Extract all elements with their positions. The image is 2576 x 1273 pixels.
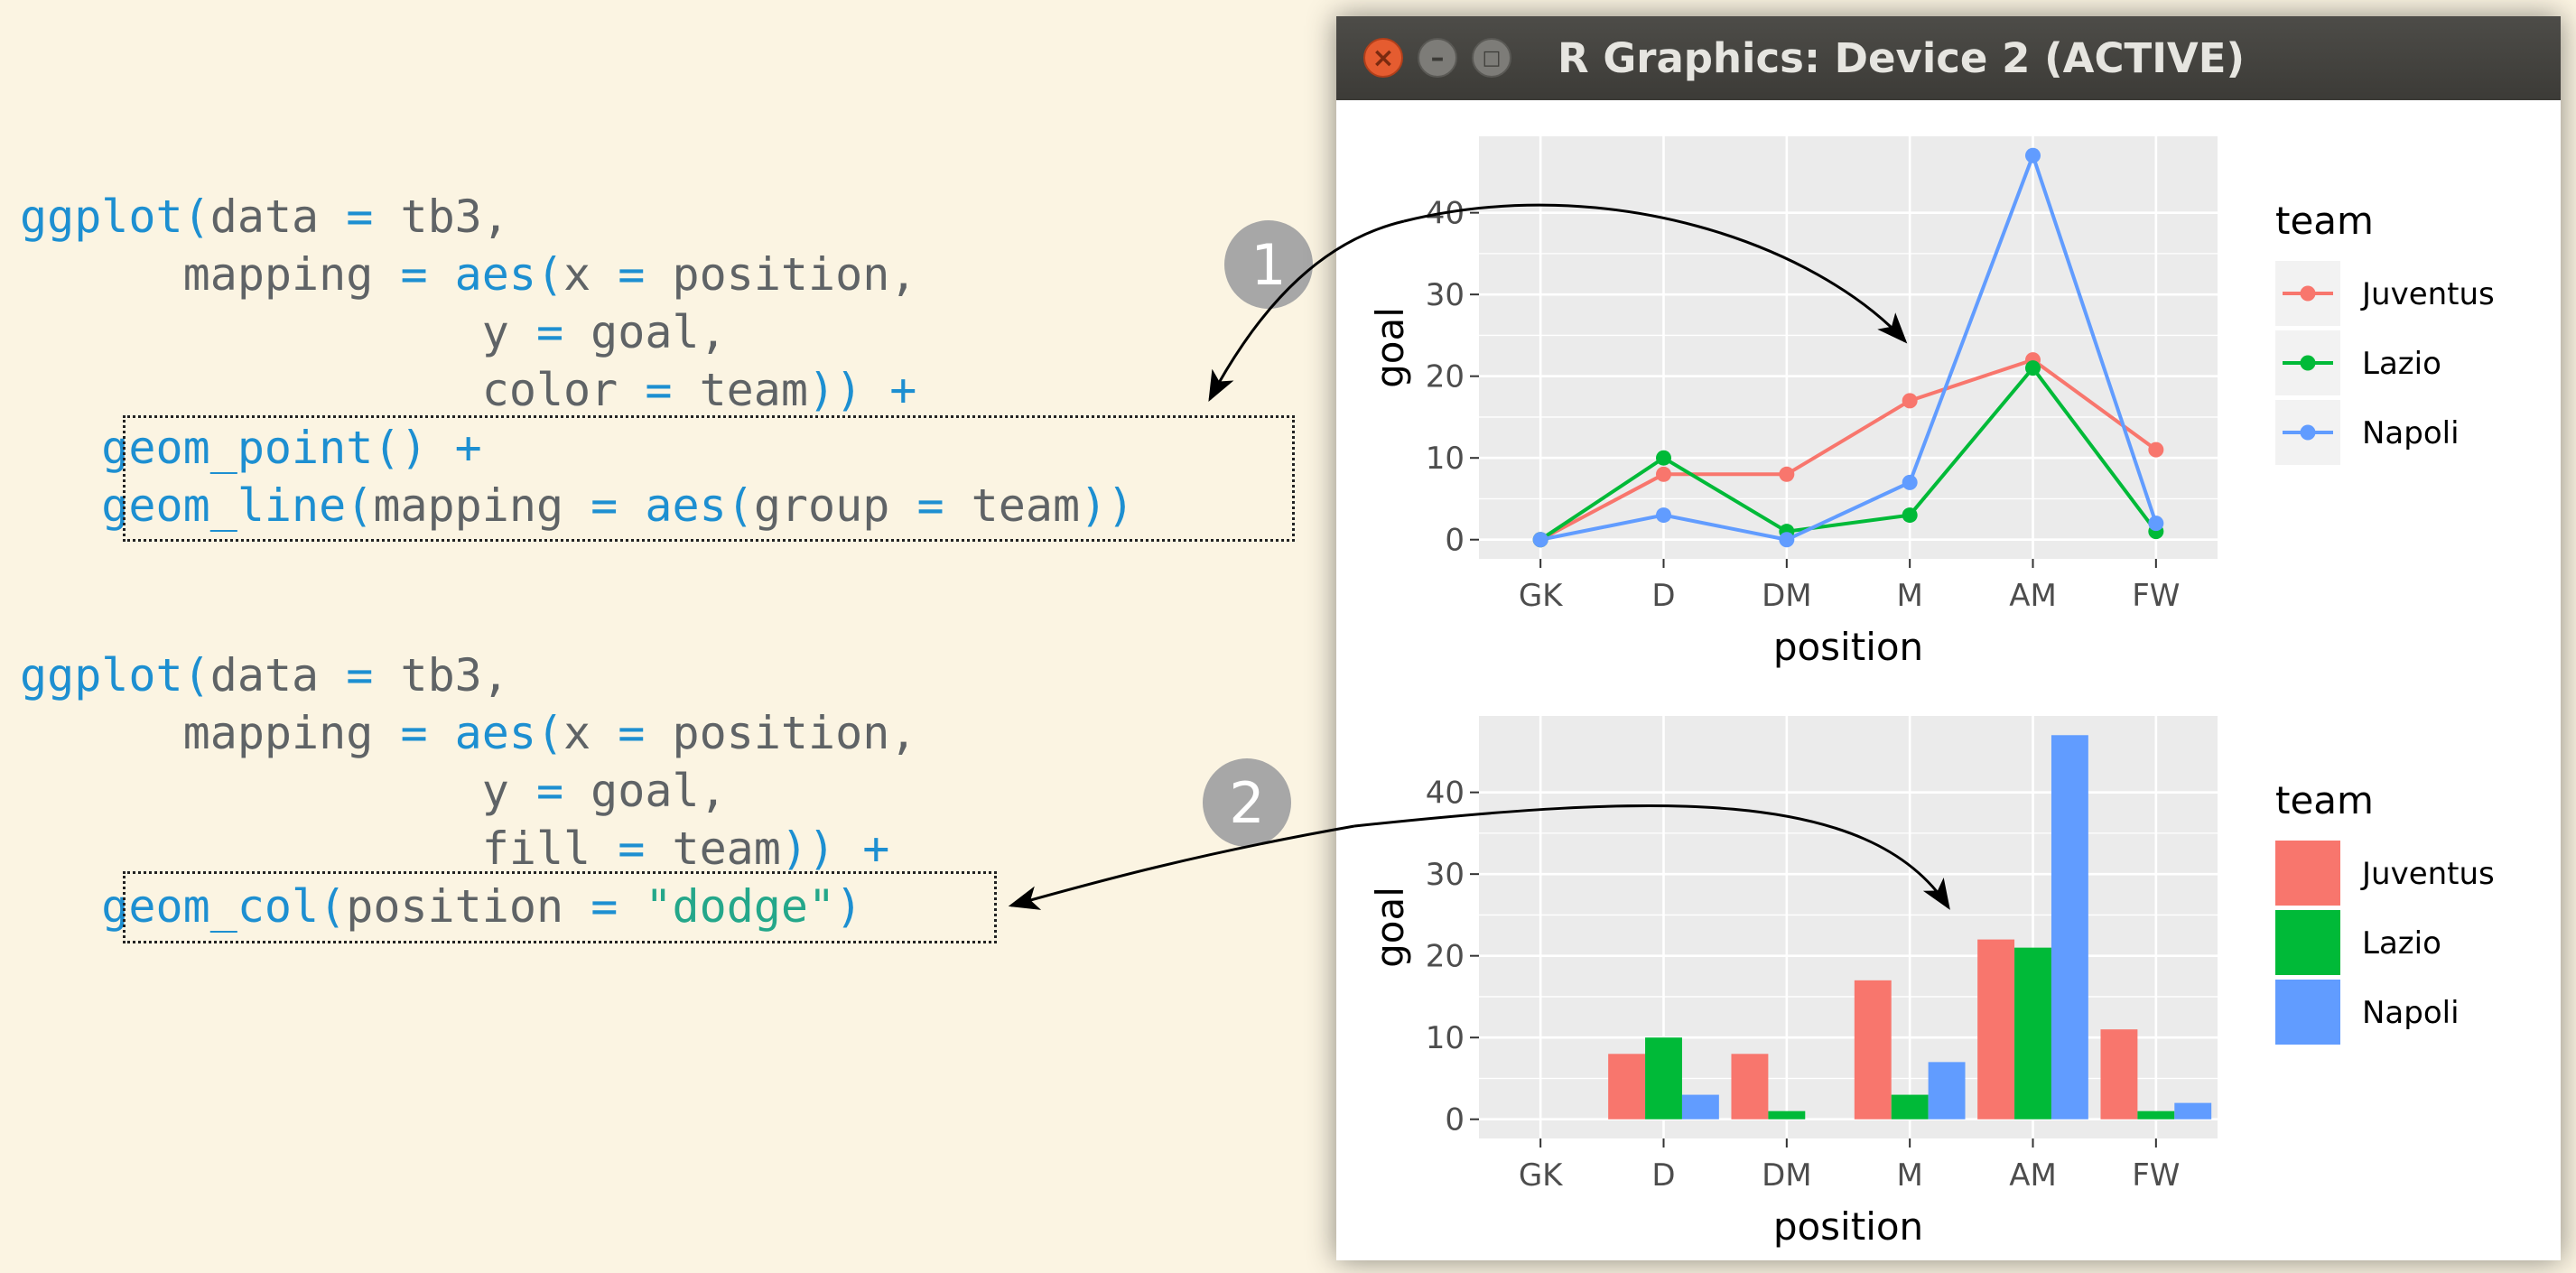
x-tick-label: M (1896, 1157, 1922, 1194)
legend-label: Juventus (2360, 276, 2495, 312)
legend-key (2275, 910, 2340, 975)
minimize-icon[interactable]: – (1418, 38, 1457, 78)
legend-key (2275, 980, 2340, 1045)
callout-badge-2: 2 (1203, 758, 1291, 847)
data-point (1779, 466, 1795, 482)
legend-key-point (2300, 285, 2316, 302)
arrow-2-to-code (1008, 824, 1355, 910)
x-axis-title: position (1773, 625, 1923, 669)
plot-panel (1479, 136, 2218, 559)
x-tick-label: DM (1762, 1157, 1812, 1194)
plot-panel (1479, 716, 2218, 1138)
bar (2174, 1102, 2212, 1120)
bar (1854, 980, 1892, 1120)
code-line: color = team)) + (20, 364, 917, 416)
bar (1891, 1094, 1929, 1120)
bar (1977, 939, 2015, 1120)
callout-badge-1: 1 (1224, 220, 1313, 309)
bar (1928, 1062, 1966, 1120)
close-icon[interactable]: × (1363, 38, 1403, 78)
x-tick-label: D (1651, 578, 1675, 614)
legend-key-point (2300, 355, 2316, 371)
legend-label: Napoli (2362, 415, 2460, 451)
data-point (1902, 474, 1918, 490)
y-tick-label: 40 (1426, 196, 1465, 232)
data-point (1902, 507, 1918, 524)
x-tick-label: DM (1762, 578, 1812, 614)
x-tick-label: AM (2009, 578, 2057, 614)
y-tick-label: 10 (1426, 1020, 1465, 1056)
bar (1681, 1094, 1719, 1120)
bar (2051, 735, 2088, 1120)
bar (2137, 1110, 2175, 1120)
bar (2014, 947, 2051, 1120)
code-line: ggplot(data = tb3, (20, 649, 509, 702)
code-line: geom_point() + (20, 422, 482, 474)
y-tick-label: 0 (1445, 523, 1465, 559)
x-tick-label: FW (2132, 578, 2180, 614)
data-point (2148, 441, 2164, 458)
line-chart: 0 10 20 30 40 GK D DM M AM FW position goal team Juven… (1368, 136, 2495, 669)
x-tick-label: AM (2009, 1157, 2057, 1194)
bar-chart: 0 10 20 30 40 GK D DM M AM FW position goal team Juven… (1368, 716, 2495, 1249)
maximize-icon[interactable]: □ (1472, 38, 1511, 78)
x-tick-label: M (1896, 578, 1922, 614)
legend-key-point (2300, 424, 2316, 441)
data-point (1656, 450, 1671, 466)
bar (1608, 1054, 1646, 1120)
code-line: mapping = aes(x = position, (20, 707, 917, 759)
legend-title: team (2275, 778, 2374, 822)
code-line: mapping = aes(x = position, (20, 248, 917, 301)
y-tick-label: 20 (1426, 359, 1465, 395)
window-title: R Graphics: Device 2 (ACTIVE) (1558, 34, 2246, 82)
y-axis-title: goal (1368, 307, 1412, 388)
code-line: y = goal, (20, 306, 727, 358)
y-tick-label: 20 (1426, 939, 1465, 975)
y-tick-label: 10 (1426, 441, 1465, 477)
y-tick-label: 30 (1426, 277, 1465, 313)
x-axis-title: position (1773, 1204, 1923, 1249)
code-line: ggplot(data = tb3, (20, 190, 509, 243)
series-line (1539, 358, 2158, 542)
legend-key (2275, 841, 2340, 906)
bar (1645, 1037, 1682, 1120)
x-tick-label: D (1651, 1157, 1675, 1194)
bar (1768, 1110, 1806, 1120)
legend-label: Napoli (2362, 995, 2460, 1031)
window-titlebar[interactable]: × – □ R Graphics: Device 2 (ACTIVE) (1336, 16, 2561, 100)
series-line (1539, 365, 2158, 542)
bar (1731, 1054, 1769, 1120)
code-line: fill = team)) + (20, 822, 890, 875)
data-point (1656, 466, 1671, 482)
y-tick-label: 30 (1426, 857, 1465, 893)
bar (2100, 1029, 2138, 1120)
geom-point-line-highlight-box (123, 415, 1295, 542)
data-point (1779, 532, 1795, 548)
y-tick-label: 0 (1445, 1102, 1465, 1138)
data-point (2025, 147, 2041, 163)
code-line: y = goal, (20, 765, 727, 817)
code-line: geom_col(position = "dodge") (20, 880, 863, 933)
series-line (1539, 150, 2158, 542)
legend-label: Lazio (2362, 346, 2441, 382)
data-point (2148, 516, 2164, 532)
x-tick-label: FW (2132, 1157, 2180, 1194)
data-point (1902, 393, 1918, 409)
x-tick-label: GK (1519, 578, 1564, 614)
geom-col-highlight-box (123, 871, 997, 943)
legend-title: team (2275, 199, 2374, 243)
data-point (1532, 532, 1548, 548)
r-graphics-window: × – □ R Graphics: Device 2 (ACTIVE) 0 10 2… (1336, 16, 2561, 1260)
data-point (2025, 360, 2041, 376)
code-line: geom_line(mapping = aes(group = team)) (20, 479, 1135, 532)
legend-label: Lazio (2362, 925, 2441, 962)
x-tick-label: GK (1519, 1157, 1564, 1194)
y-axis-title: goal (1368, 887, 1412, 968)
data-point (1656, 507, 1671, 524)
legend-label: Juventus (2360, 856, 2495, 892)
y-tick-label: 40 (1426, 776, 1465, 812)
